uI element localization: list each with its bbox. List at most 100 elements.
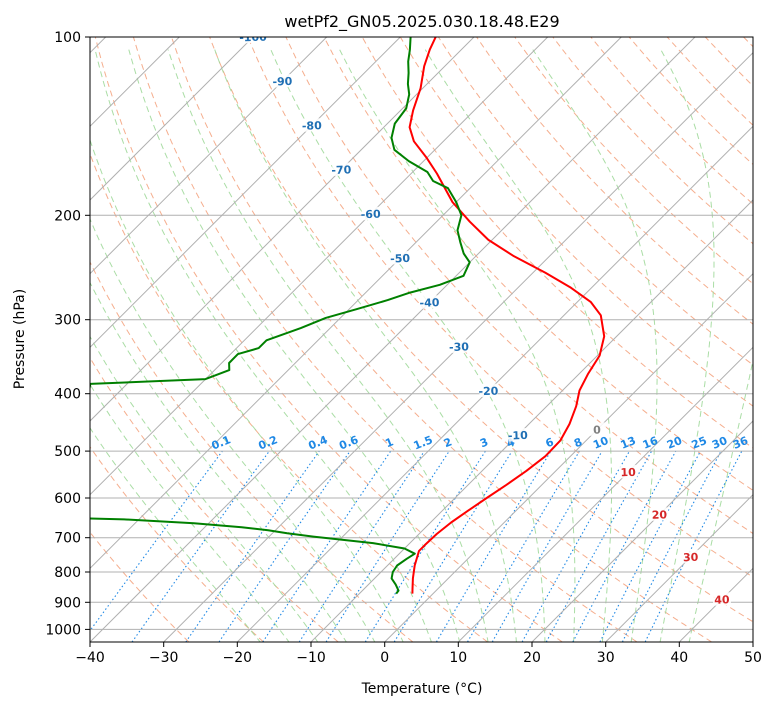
- isotherm-line: [90, 37, 254, 201]
- mixing-ratio-line: [572, 450, 677, 642]
- y-axis-ticks: 100 200 300 400 500 600 700 800 900 1000: [45, 30, 90, 638]
- temperature-profile: [408, 37, 606, 594]
- mixing-ratio-label: 10: [591, 434, 610, 452]
- isotherm-line: [531, 420, 753, 642]
- moist-adiabat-line: [90, 281, 347, 642]
- dewpoint-profile: [90, 37, 471, 595]
- isotherm-label-bg: [508, 427, 527, 442]
- mixing-ratio-line: [393, 450, 513, 642]
- moist-adiabat-line: [167, 49, 489, 642]
- dry-adiabat-line: [743, 37, 753, 48]
- isotherm-label-bg: [650, 507, 669, 521]
- y-tick-label: 1000: [45, 622, 81, 638]
- dry-adiabat-line: [90, 152, 488, 642]
- isotherm-line: [384, 272, 753, 642]
- y-tick-label: 300: [54, 313, 81, 329]
- isotherm-label-bg: [302, 118, 321, 132]
- x-axis-ticks: −40 −30 −20 −10 0 10 20 30 40 50: [75, 642, 762, 666]
- isotherm-label: -40: [419, 296, 440, 310]
- dry-adiabat-line: [552, 37, 753, 245]
- y-tick-label: 800: [54, 565, 81, 581]
- isotherm-line: [90, 37, 475, 422]
- dry-adiabat-line: [514, 37, 753, 285]
- chart-title: wetPf2_GN05.2025.030.18.48.E29: [284, 12, 559, 32]
- isotherm-label-bg: [479, 383, 498, 398]
- mixing-ratio-label: 3: [478, 435, 490, 450]
- dry-adiabat-line: [323, 37, 753, 491]
- isotherm-line: [236, 125, 753, 642]
- line-labels: 0.1 0.2 0.4 0.6 1 1.5 2 3 4 6 8 10 13 16 20 25 30 36-100-…: [210, 31, 750, 607]
- mixing-ratio-label: 6: [544, 435, 556, 450]
- isotherm-label-bg: [243, 37, 263, 44]
- isotherm-label: 40: [714, 593, 730, 606]
- moist-adiabat-line: [128, 49, 461, 642]
- dry-adiabat-line: [437, 37, 753, 366]
- moist-adiabat-line: [688, 358, 753, 642]
- isotherm-label-bg: [712, 592, 732, 606]
- plot-frame: [89, 36, 754, 643]
- isotherm-line: [90, 37, 549, 496]
- isotherm-label-bg: [420, 295, 439, 309]
- x-tick-label: −40: [75, 650, 105, 666]
- isotherm-label: -100: [239, 31, 267, 45]
- moist-adiabat-line: [90, 138, 404, 642]
- x-tick-label: 30: [597, 650, 615, 666]
- mixing-ratio-line: [521, 450, 630, 642]
- isotherm-line: [90, 37, 622, 570]
- isotherm-label: -80: [302, 119, 323, 133]
- dry-adiabat-line: [171, 37, 712, 642]
- mixing-ratio-label: 25: [690, 434, 709, 452]
- dry-adiabat-line: [90, 260, 414, 642]
- dry-adiabat-line: [247, 37, 753, 578]
- mixing-ratio-line: [545, 450, 653, 642]
- profile-series: [90, 37, 606, 595]
- mixing-ratio-label: 36: [731, 434, 750, 452]
- dry-adiabat-line: [90, 531, 190, 642]
- y-tick-label: 400: [54, 387, 81, 403]
- isotherm-label-bg: [619, 464, 638, 479]
- dry-adiabat-line: [132, 37, 638, 642]
- x-axis-label: Temperature (°C): [361, 681, 483, 697]
- mixing-ratio-label: 13: [619, 434, 638, 452]
- dry-adiabat-line: [704, 37, 753, 87]
- moist-adiabat-line: [94, 49, 432, 642]
- moist-adiabat-line: [90, 335, 319, 642]
- y-tick-label: 600: [54, 491, 81, 507]
- isotherm-label-bg: [449, 339, 469, 353]
- isotherm-label-bg: [587, 422, 607, 436]
- y-tick-label: 200: [54, 208, 81, 224]
- x-tick-label: 50: [744, 650, 762, 666]
- isotherm-label: 0: [593, 423, 601, 436]
- moist-adiabat-lines: [90, 49, 753, 642]
- mixing-ratio-line: [185, 450, 320, 642]
- mixing-ratio-line: [218, 450, 351, 642]
- isotherm-label: -60: [361, 208, 382, 222]
- mixing-ratio-line: [599, 450, 701, 642]
- mixing-ratio-label: 1: [383, 435, 395, 450]
- dry-adiabat-line: [94, 37, 563, 642]
- isotherm-label: -70: [331, 163, 352, 177]
- mixing-ratio-label: 8: [572, 435, 584, 450]
- moist-adiabat-line: [339, 49, 576, 642]
- mixing-ratio-label: 2: [442, 435, 454, 450]
- moist-adiabat-line: [90, 383, 290, 642]
- isotherm-line: [605, 493, 753, 642]
- mixing-ratio-label: 30: [710, 434, 729, 452]
- isobar-gridlines: [90, 214, 753, 630]
- y-tick-label: 500: [54, 444, 81, 460]
- mixing-ratio-line: [364, 450, 486, 642]
- isotherm-label-bg: [273, 73, 292, 88]
- mixing-ratio-line: [325, 450, 450, 642]
- isotherm-label: -20: [478, 385, 499, 399]
- plot-area: 0.1 0.2 0.4 0.6 1 1.5 2 3 4 6 8 10 13 16 20 25 30 36-100-…: [90, 31, 753, 642]
- y-tick-label: 100: [54, 30, 81, 46]
- isotherm-label: 20: [652, 508, 668, 521]
- isotherm-label: 10: [620, 466, 636, 479]
- moist-adiabat-line: [214, 49, 518, 642]
- isotherm-label-bg: [681, 549, 700, 564]
- y-tick-label: 900: [54, 595, 81, 611]
- isotherm-label: 30: [683, 551, 699, 564]
- isotherm-label-bg: [332, 162, 351, 176]
- dry-adiabat-line: [285, 37, 753, 535]
- mixing-ratio-line: [644, 450, 743, 642]
